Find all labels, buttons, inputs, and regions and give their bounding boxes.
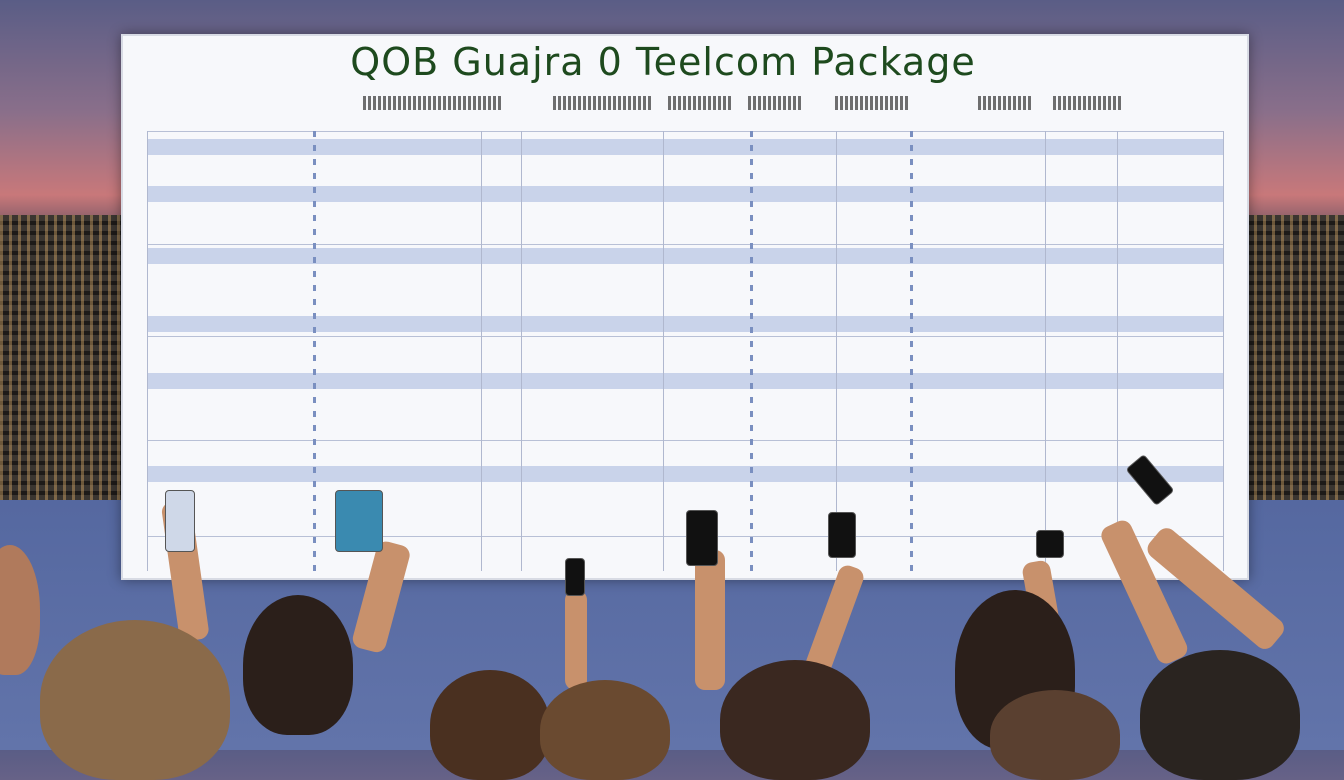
table-column-rule xyxy=(663,131,664,571)
header-text xyxy=(363,96,503,110)
table-column-rule xyxy=(836,131,837,571)
phone xyxy=(686,510,718,566)
person-head xyxy=(720,660,870,780)
table-rule xyxy=(147,131,1223,132)
phone xyxy=(165,490,195,552)
screen-title: QOB Guajra 0 Teelcom Package xyxy=(350,40,976,84)
person-head xyxy=(430,670,550,780)
table-rule xyxy=(147,244,1223,245)
table-row-band xyxy=(147,373,1223,389)
table-column-rule xyxy=(1223,131,1224,571)
table-row-band xyxy=(147,248,1223,264)
person-head xyxy=(990,690,1120,780)
person-head xyxy=(243,595,353,735)
table-column-rule xyxy=(1117,131,1118,571)
table-row-band xyxy=(147,466,1223,482)
table-column-rule xyxy=(750,131,753,571)
header-text xyxy=(978,96,1033,110)
table-rule xyxy=(147,336,1223,337)
header-text xyxy=(668,96,733,110)
phone xyxy=(1036,530,1064,558)
table-rule xyxy=(147,536,1223,537)
table-column-rule xyxy=(481,131,482,571)
table-column-rule xyxy=(313,131,316,571)
table-column-rule xyxy=(1045,131,1046,571)
table-row-band xyxy=(147,316,1223,332)
person-head xyxy=(1140,650,1300,780)
table-column-rule xyxy=(910,131,913,571)
phone xyxy=(335,490,383,552)
person-head xyxy=(540,680,670,780)
raised-arm xyxy=(565,590,587,690)
city-skyline-right xyxy=(1245,215,1344,515)
raised-arm xyxy=(695,550,725,690)
person-body xyxy=(40,620,230,780)
header-text xyxy=(1053,96,1123,110)
phone xyxy=(565,558,585,596)
phone xyxy=(828,512,856,558)
header-text xyxy=(553,96,653,110)
table-row-band xyxy=(147,186,1223,202)
city-skyline-left xyxy=(0,215,121,515)
table-rule xyxy=(147,440,1223,441)
header-text xyxy=(835,96,910,110)
header-text xyxy=(748,96,803,110)
display-screen: QOB Guajra 0 Teelcom Package xyxy=(121,34,1249,580)
table-column-rule xyxy=(147,131,148,571)
table-column-rule xyxy=(521,131,522,571)
table-row-band xyxy=(147,139,1223,155)
